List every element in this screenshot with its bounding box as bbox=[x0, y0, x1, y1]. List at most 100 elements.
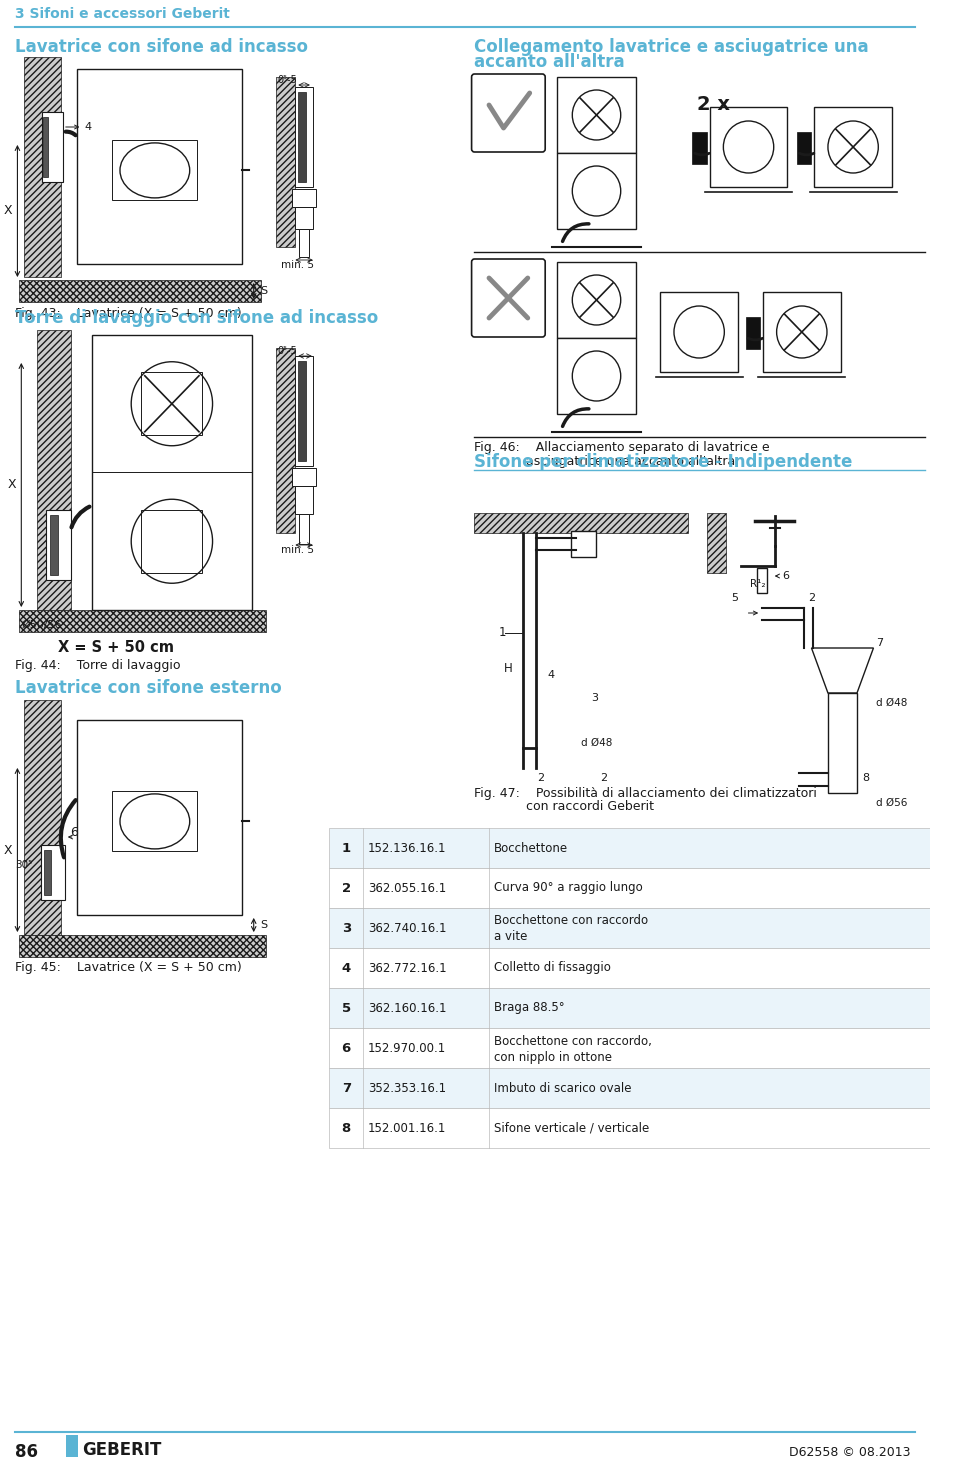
Text: 2: 2 bbox=[342, 881, 350, 894]
Text: R¹₂: R¹₂ bbox=[751, 579, 766, 589]
Bar bbox=[66, 1435, 79, 1457]
Text: 152.001.16.1: 152.001.16.1 bbox=[368, 1121, 446, 1134]
Text: 86: 86 bbox=[14, 1444, 37, 1461]
Circle shape bbox=[132, 362, 212, 446]
Text: min. 5: min. 5 bbox=[281, 261, 314, 270]
Bar bbox=[24, 700, 61, 935]
Text: 8: 8 bbox=[342, 1121, 350, 1134]
Bar bbox=[293, 189, 316, 208]
Bar bbox=[707, 513, 727, 573]
Bar bbox=[329, 828, 929, 868]
Bar bbox=[141, 373, 203, 435]
Bar bbox=[557, 153, 636, 228]
Bar bbox=[300, 228, 309, 256]
Bar bbox=[709, 108, 787, 187]
Text: 0⁵-5: 0⁵-5 bbox=[277, 75, 298, 85]
Bar bbox=[42, 116, 48, 177]
Text: Lavatrice con sifone ad incasso: Lavatrice con sifone ad incasso bbox=[14, 38, 307, 56]
Text: S: S bbox=[260, 286, 268, 296]
Text: X: X bbox=[8, 479, 16, 492]
Text: con nipplo in ottone: con nipplo in ottone bbox=[493, 1050, 612, 1064]
Bar bbox=[329, 1028, 929, 1068]
Text: min. 5: min. 5 bbox=[281, 545, 314, 555]
Bar bbox=[557, 262, 636, 337]
Bar bbox=[797, 133, 811, 164]
Polygon shape bbox=[811, 648, 874, 692]
Text: 362.740.16.1: 362.740.16.1 bbox=[368, 922, 446, 934]
Bar bbox=[296, 486, 313, 514]
FancyBboxPatch shape bbox=[471, 259, 545, 337]
Text: 0⁵-5: 0⁵-5 bbox=[277, 346, 298, 356]
Bar bbox=[329, 1108, 929, 1147]
Text: 4: 4 bbox=[547, 670, 554, 681]
Bar bbox=[78, 69, 242, 264]
Text: 2: 2 bbox=[600, 773, 608, 784]
Text: H: H bbox=[504, 661, 513, 675]
Text: Bocchettone con raccordo: Bocchettone con raccordo bbox=[493, 915, 648, 928]
Text: 5: 5 bbox=[342, 1002, 350, 1015]
Text: 2: 2 bbox=[538, 773, 544, 784]
Bar bbox=[141, 510, 203, 573]
Bar bbox=[46, 510, 71, 580]
Text: Lavatrice con sifone esterno: Lavatrice con sifone esterno bbox=[14, 679, 281, 697]
Text: con raccordi Geberit: con raccordi Geberit bbox=[474, 800, 655, 813]
Text: 7: 7 bbox=[342, 1081, 350, 1094]
Text: Sifone per climatizzatore - Indipendente: Sifone per climatizzatore - Indipendente bbox=[474, 454, 852, 471]
Bar bbox=[299, 361, 306, 461]
Text: Curva 90° a raggio lungo: Curva 90° a raggio lungo bbox=[493, 881, 642, 894]
Bar bbox=[763, 292, 841, 373]
Bar bbox=[571, 530, 595, 557]
Text: 8: 8 bbox=[862, 773, 869, 784]
Bar bbox=[296, 208, 313, 228]
Text: 7: 7 bbox=[876, 638, 883, 648]
Text: a vite: a vite bbox=[493, 931, 527, 944]
Circle shape bbox=[132, 499, 212, 583]
Bar bbox=[814, 108, 892, 187]
Bar bbox=[329, 949, 929, 988]
Bar bbox=[112, 140, 198, 200]
Text: Ø50/56: Ø50/56 bbox=[21, 620, 61, 630]
Bar bbox=[660, 292, 738, 373]
Bar bbox=[299, 91, 306, 183]
Bar bbox=[43, 850, 51, 896]
Text: 6: 6 bbox=[342, 1041, 350, 1055]
Text: 352.353.16.1: 352.353.16.1 bbox=[368, 1081, 446, 1094]
Bar bbox=[557, 77, 636, 153]
Bar bbox=[19, 280, 261, 302]
Bar bbox=[92, 334, 252, 610]
Text: 2: 2 bbox=[808, 594, 816, 602]
Text: 30⁵: 30⁵ bbox=[15, 860, 33, 871]
Text: D62558 © 08.2013: D62558 © 08.2013 bbox=[789, 1445, 910, 1458]
Text: 3: 3 bbox=[342, 922, 350, 934]
Text: Bocchettone: Bocchettone bbox=[493, 841, 568, 854]
Bar bbox=[276, 348, 296, 533]
Text: 5: 5 bbox=[732, 594, 738, 602]
Text: X = S + 50 cm: X = S + 50 cm bbox=[59, 641, 174, 655]
Bar bbox=[112, 791, 198, 851]
Text: 152.970.00.1: 152.970.00.1 bbox=[368, 1041, 446, 1055]
Bar bbox=[296, 87, 313, 187]
Text: Colletto di fissaggio: Colletto di fissaggio bbox=[493, 962, 611, 975]
Bar bbox=[40, 846, 65, 900]
Text: Braga 88.5°: Braga 88.5° bbox=[493, 1002, 564, 1015]
Text: X: X bbox=[4, 205, 12, 218]
Text: 6: 6 bbox=[70, 826, 78, 840]
Bar bbox=[24, 57, 61, 277]
Bar bbox=[276, 77, 296, 247]
Bar bbox=[329, 988, 929, 1028]
Text: 1: 1 bbox=[498, 626, 506, 639]
Text: d Ø48: d Ø48 bbox=[581, 738, 612, 748]
Bar bbox=[329, 868, 929, 907]
Bar bbox=[757, 569, 767, 594]
Text: 2 x: 2 x bbox=[697, 96, 731, 115]
Bar bbox=[300, 514, 309, 544]
Text: 362.772.16.1: 362.772.16.1 bbox=[368, 962, 446, 975]
Bar bbox=[78, 720, 242, 915]
Text: Fig. 43:    Lavatrice (X = S + 50 cm): Fig. 43: Lavatrice (X = S + 50 cm) bbox=[14, 306, 241, 320]
FancyBboxPatch shape bbox=[471, 74, 545, 152]
Text: 4: 4 bbox=[342, 962, 350, 975]
Text: d Ø48: d Ø48 bbox=[876, 698, 908, 709]
Bar bbox=[692, 133, 707, 164]
Text: d Ø56: d Ø56 bbox=[876, 798, 908, 809]
Text: 4: 4 bbox=[84, 122, 91, 133]
